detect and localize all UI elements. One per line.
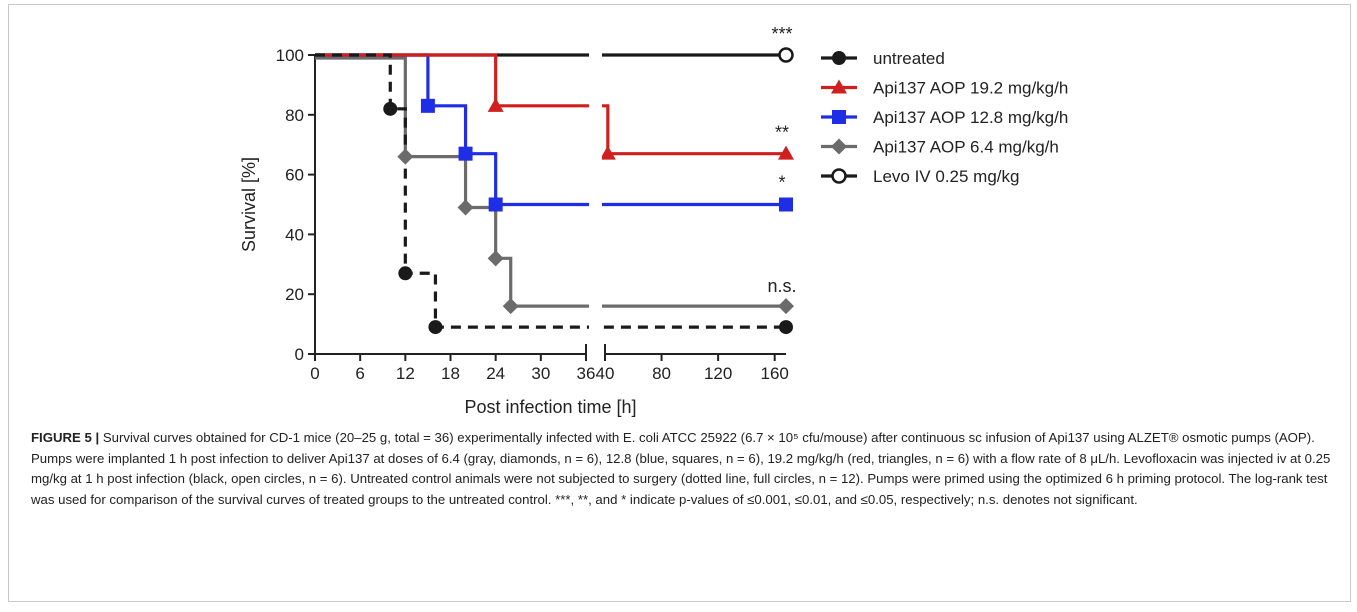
legend-marker [832, 51, 846, 65]
x-tick-label: 6 [355, 364, 364, 383]
caption-text: Survival curves obtained for CD-1 mice (… [31, 430, 1331, 507]
series-line-3 [315, 56, 786, 308]
series-point-4 [778, 47, 794, 63]
y-axis-label: Survival [%] [239, 157, 259, 252]
legend-marker [831, 79, 847, 94]
figure-caption: FIGURE 5 | Survival curves obtained for … [31, 428, 1341, 510]
figure-panel: 0 20 40 60 80 100 Survival [%] 0 6 12 18 24 30 36 40 80… [8, 4, 1351, 602]
series-point-3 [778, 298, 794, 315]
legend-label: Api137 AOP 19.2 mg/kg/h [873, 79, 1068, 98]
caption-label: FIGURE 5 | [31, 430, 100, 445]
series-point-3 [397, 148, 414, 165]
legend-marker [831, 168, 847, 184]
x-axis-label: Post infection time [h] [464, 397, 636, 417]
series-point-2 [488, 197, 503, 212]
y-tick-label: 20 [285, 285, 304, 304]
legend-label: untreated [873, 49, 945, 68]
series-line-0 [315, 53, 786, 329]
x-tick-label: 18 [441, 364, 460, 383]
x-tick-label: 160 [761, 364, 789, 383]
y-tick-label: 60 [285, 166, 304, 185]
series-point-3 [487, 250, 504, 267]
y-tick-label: 40 [285, 225, 304, 244]
series-line-1 [315, 53, 786, 156]
x-tick-label: 40 [596, 364, 615, 383]
series-point-0 [398, 266, 413, 281]
legend-label: Api137 AOP 6.4 mg/kg/h [873, 138, 1059, 157]
series-point-0 [779, 320, 793, 335]
series-point-3 [502, 298, 519, 315]
significance-annotation: ** [775, 123, 789, 143]
y-tick-label: 100 [276, 46, 304, 65]
series-point-2 [420, 98, 435, 113]
significance-annotation: n.s. [767, 276, 796, 296]
series-point-1 [599, 145, 616, 160]
x-tick-label: 24 [486, 364, 505, 383]
legend-label: Levo IV 0.25 mg/kg [873, 167, 1019, 186]
series-point-0 [383, 101, 398, 116]
legend-label: Api137 AOP 12.8 mg/kg/h [873, 108, 1068, 127]
series-point-2 [779, 197, 793, 212]
significance-annotation: *** [771, 24, 792, 44]
x-tick-label: 80 [652, 364, 671, 383]
series-line-2 [315, 53, 786, 207]
series-point-1 [778, 145, 794, 160]
series-point-0 [428, 320, 443, 335]
x-tick-label: 0 [310, 364, 319, 383]
series-point-3 [457, 199, 474, 216]
y-tick-label: 0 [295, 345, 304, 364]
x-tick-label: 30 [531, 364, 550, 383]
axis-break-gap [589, 45, 602, 346]
series-point-1 [487, 97, 504, 112]
legend-marker [832, 110, 846, 124]
y-tick-label: 80 [285, 106, 304, 125]
x-tick-label: 120 [704, 364, 732, 383]
legend-marker [831, 138, 847, 155]
x-tick-label: 36 [577, 364, 596, 383]
series-point-2 [458, 146, 473, 161]
significance-annotation: * [778, 173, 785, 193]
x-tick-label: 12 [396, 364, 415, 383]
